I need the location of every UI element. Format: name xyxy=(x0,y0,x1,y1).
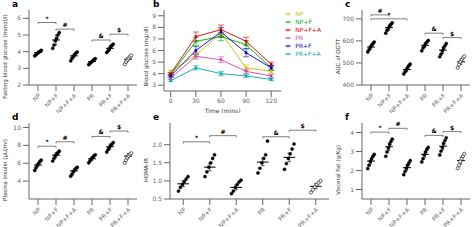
svg-text:8: 8 xyxy=(17,141,21,148)
svg-text:7: 7 xyxy=(152,35,156,42)
svg-text:NP+F: NP+F xyxy=(197,205,214,222)
svg-text:*: * xyxy=(45,138,49,145)
svg-text:#: # xyxy=(395,120,400,127)
svg-text:*: * xyxy=(195,134,199,141)
svg-text:9: 9 xyxy=(152,12,156,19)
svg-text:PR+F+A: PR+F+A xyxy=(109,91,133,113)
svg-text:90: 90 xyxy=(242,97,250,104)
svg-text:PR+F+A: PR+F+A xyxy=(442,205,466,227)
svg-text:NP: NP xyxy=(364,92,375,103)
svg-text:#: # xyxy=(220,128,225,135)
html-text:PR: PR xyxy=(295,34,304,41)
svg-text:PR: PR xyxy=(85,92,95,102)
svg-text:$: $ xyxy=(300,122,304,129)
svg-text:NP: NP xyxy=(31,206,42,217)
svg-text:500: 500 xyxy=(343,59,355,66)
svg-text:10: 10 xyxy=(13,124,21,131)
svg-text:NP+F+A: NP+F+A xyxy=(388,205,412,227)
html-text:e: e xyxy=(153,112,160,122)
svg-text:&: & xyxy=(273,129,278,136)
html-text:c: c xyxy=(345,0,351,9)
svg-text:NP: NP xyxy=(31,92,42,103)
svg-text:8: 8 xyxy=(152,23,156,30)
svg-text:Plasma insulin (μU/ml): Plasma insulin (μU/ml) xyxy=(8,139,9,201)
svg-text:30: 30 xyxy=(192,97,200,104)
svg-text:$: $ xyxy=(450,124,454,131)
html-text:d: d xyxy=(12,112,19,122)
svg-text:NP: NP xyxy=(364,206,375,217)
svg-text:3: 3 xyxy=(17,64,21,71)
svg-text:120: 120 xyxy=(266,97,278,104)
svg-text:&: & xyxy=(431,25,436,32)
html-text:PR+F+A: PR+F+A xyxy=(295,50,321,57)
svg-text:2: 2 xyxy=(350,167,354,174)
svg-text:AUC of OGTT: AUC of OGTT xyxy=(335,38,341,74)
svg-text:6: 6 xyxy=(17,14,21,21)
svg-text:Blood glucose (mg/dl): Blood glucose (mg/dl) xyxy=(143,26,150,86)
svg-text:60: 60 xyxy=(217,97,225,104)
svg-text:3: 3 xyxy=(350,148,354,155)
html-text:NP: NP xyxy=(295,10,304,17)
svg-text:#: # xyxy=(377,7,382,14)
svg-text:Visceral Fat (g/Kg): Visceral Fat (g/Kg) xyxy=(335,145,342,195)
svg-text:&: & xyxy=(98,128,103,135)
svg-text:4: 4 xyxy=(17,177,21,184)
svg-text:#: # xyxy=(62,21,67,28)
svg-text:4: 4 xyxy=(17,48,21,55)
html-text:NP+F+A: NP+F+A xyxy=(295,26,321,33)
svg-text:0.5: 0.5 xyxy=(152,195,162,202)
svg-text:*: * xyxy=(387,11,391,18)
svg-text:4: 4 xyxy=(350,129,354,136)
svg-text:NP+F+A: NP+F+A xyxy=(55,205,79,227)
svg-text:Fasting blood glucose (mmol/l): Fasting blood glucose (mmol/l) xyxy=(8,14,9,98)
svg-text:&: & xyxy=(431,127,436,134)
svg-text:400: 400 xyxy=(343,81,355,88)
html-text:f: f xyxy=(345,112,349,122)
svg-text:NP: NP xyxy=(176,206,187,217)
svg-text:&: & xyxy=(98,32,103,39)
svg-text:PR+F+A: PR+F+A xyxy=(297,205,321,227)
svg-text:PR: PR xyxy=(418,206,428,216)
svg-text:PR+F: PR+F xyxy=(277,205,294,222)
svg-text:PR: PR xyxy=(256,206,266,216)
svg-text:NP+F+A: NP+F+A xyxy=(217,205,241,227)
svg-text:#: # xyxy=(62,134,67,141)
html-text:PR+F: PR+F xyxy=(295,42,312,49)
svg-text:1.0: 1.0 xyxy=(152,177,162,184)
svg-text:NP+F+A: NP+F+A xyxy=(388,91,412,113)
svg-text:2.0: 2.0 xyxy=(152,141,162,148)
svg-text:4: 4 xyxy=(152,70,156,77)
svg-text:5: 5 xyxy=(152,58,156,65)
svg-text:6: 6 xyxy=(152,47,156,54)
svg-text:*: * xyxy=(378,124,382,131)
svg-text:PR: PR xyxy=(418,92,428,102)
svg-text:*: * xyxy=(45,15,49,22)
svg-text:$: $ xyxy=(450,30,454,37)
svg-text:$: $ xyxy=(117,26,121,33)
html-text:a: a xyxy=(12,0,19,9)
svg-text:Time (mins): Time (mins) xyxy=(204,107,241,113)
svg-text:PR+F+A: PR+F+A xyxy=(109,205,133,227)
html-text:NP+F: NP+F xyxy=(295,18,312,25)
svg-text:3: 3 xyxy=(152,81,156,88)
svg-text:6: 6 xyxy=(17,159,21,166)
svg-text:$: $ xyxy=(117,123,121,130)
svg-text:700: 700 xyxy=(343,15,355,22)
svg-text:1: 1 xyxy=(350,186,354,193)
svg-text:HOMA-IR: HOMA-IR xyxy=(143,158,149,182)
svg-text:1.5: 1.5 xyxy=(152,159,162,166)
svg-text:5: 5 xyxy=(17,31,21,38)
html-text:b: b xyxy=(153,0,160,9)
svg-text:2: 2 xyxy=(17,81,21,88)
svg-text:600: 600 xyxy=(343,37,355,44)
svg-text:PR: PR xyxy=(85,206,95,216)
svg-text:NP+F+A: NP+F+A xyxy=(55,91,79,113)
svg-text:0: 0 xyxy=(169,97,173,104)
svg-text:PR+F+A: PR+F+A xyxy=(442,91,466,113)
